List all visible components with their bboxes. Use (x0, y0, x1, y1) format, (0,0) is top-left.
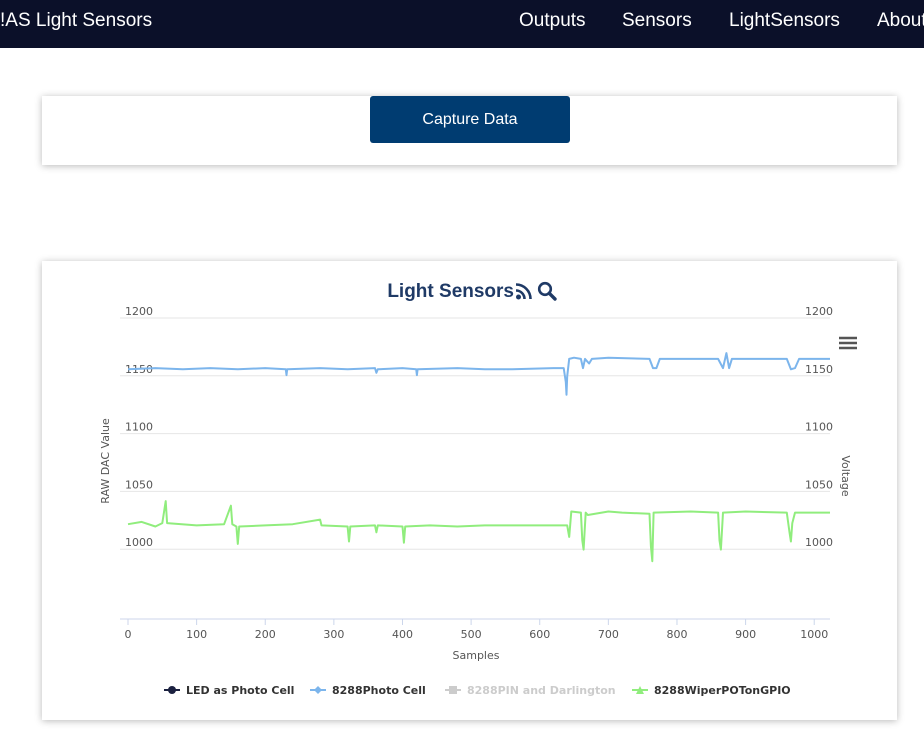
capture-card: Capture Data (42, 96, 897, 165)
legend-label: 8288PIN and Darlington (467, 684, 616, 697)
chart-card: Light Sensors 0 100 200 300 400 500 600 700 800 9… (42, 261, 897, 720)
x-tick-label-5: 500 (461, 628, 482, 641)
y-axis-right: 1200 1150 1100 1050 1000 (805, 305, 833, 549)
x-tick-label-1: 100 (186, 628, 207, 641)
brand-title[interactable]: !AS Light Sensors (0, 10, 153, 31)
x-axis-title: Samples (453, 649, 500, 662)
x-tick-label-9: 900 (735, 628, 756, 641)
x-tick-label-3: 300 (323, 628, 344, 641)
nav-link-about[interactable]: About (877, 10, 924, 31)
y-tick-label-4: 1000 (125, 536, 153, 549)
y2-tick-label-0: 1200 (805, 305, 833, 318)
top-navbar: !AS Light Sensors Outputs Sensors LightS… (0, 0, 924, 48)
legend-item-8288pin-and-darlington[interactable]: 8288PIN and Darlington (445, 684, 616, 697)
y-tick-label-2: 1100 (125, 421, 153, 434)
series-line-8288photo-cell (127, 352, 830, 396)
nav-link-sensors[interactable]: Sensors (622, 10, 692, 31)
series-line-8288wiperpotongpio (127, 500, 830, 563)
y2-tick-label-3: 1050 (805, 478, 833, 491)
chart-title: Light Sensors (387, 281, 514, 302)
nav-link-outputs[interactable]: Outputs (519, 10, 586, 31)
legend-label: 8288WiperPOTonGPIO (654, 684, 791, 697)
y2-tick-label-2: 1100 (805, 421, 833, 434)
series-lines (127, 352, 830, 563)
chart-legend: LED as Photo Cell 8288Photo Cell 8288PIN a… (164, 684, 791, 697)
y2-tick-label-1: 1150 (805, 363, 833, 376)
x-tick-label-10: 1000 (800, 628, 828, 641)
y-axis-title: RAW DAC Value (99, 418, 112, 504)
legend-item-led-as-photo-cell[interactable]: LED as Photo Cell (164, 684, 294, 697)
x-tick-label-2: 200 (255, 628, 276, 641)
legend-marker (168, 686, 176, 694)
search-icon[interactable] (537, 281, 557, 301)
grid-lines (120, 317, 830, 620)
legend-label: LED as Photo Cell (186, 684, 294, 697)
y-tick-label-3: 1050 (125, 478, 153, 491)
light-sensors-chart: Light Sensors 0 100 200 300 400 500 600 700 800 9… (99, 281, 857, 697)
x-tick-label-8: 800 (666, 628, 687, 641)
x-tick-label-0: 0 (125, 628, 132, 641)
chart-title-group: Light Sensors (387, 281, 557, 302)
legend-marker (636, 686, 644, 694)
x-tick-label-7: 700 (598, 628, 619, 641)
y-tick-label-0: 1200 (125, 305, 153, 318)
legend-item-8288photo-cell[interactable]: 8288Photo Cell (310, 684, 426, 697)
legend-label: 8288Photo Cell (332, 684, 426, 697)
rss-icon[interactable] (515, 283, 532, 300)
nav-link-lightsensors[interactable]: LightSensors (729, 10, 840, 31)
x-tick-label-6: 600 (529, 628, 550, 641)
legend-marker (449, 686, 457, 694)
capture-data-button[interactable]: Capture Data (370, 96, 570, 143)
legend-marker (314, 686, 322, 694)
x-axis: 0 100 200 300 400 500 600 700 800 900 1000 (125, 619, 828, 641)
y2-axis-title: Voltage (839, 455, 852, 496)
y2-tick-label-4: 1000 (805, 536, 833, 549)
hamburger-menu-icon[interactable] (839, 336, 857, 350)
x-tick-label-4: 400 (392, 628, 413, 641)
legend-item-8288wiperpotongpio[interactable]: 8288WiperPOTonGPIO (632, 684, 791, 697)
